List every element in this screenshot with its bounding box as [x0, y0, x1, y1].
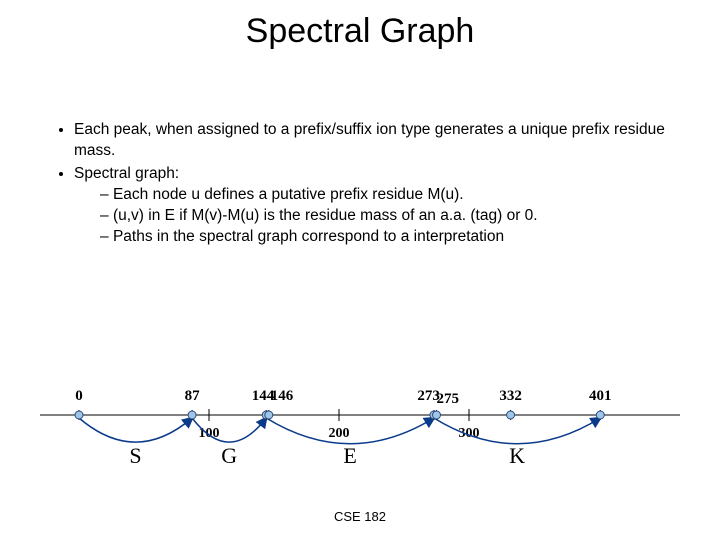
bullet-list: Each peak, when assigned to a prefix/suf… — [54, 120, 674, 250]
svg-text:E: E — [343, 443, 356, 468]
slide-title: Spectral Graph — [0, 12, 720, 51]
svg-text:401: 401 — [589, 388, 612, 404]
diagram-svg: 100200300SGEK087144146273275332401 — [40, 330, 680, 500]
bullet-2: Spectral graph: Each node u defines a pu… — [74, 164, 674, 248]
svg-text:146: 146 — [271, 388, 294, 404]
bullet-2c: Paths in the spectral graph correspond t… — [100, 227, 674, 248]
svg-text:200: 200 — [329, 426, 350, 441]
bullet-2b: (u,v) in E if M(v)-M(u) is the residue m… — [100, 206, 674, 227]
svg-text:S: S — [129, 443, 141, 468]
slide-footer: CSE 182 — [0, 509, 720, 524]
svg-text:275: 275 — [437, 391, 460, 407]
svg-text:0: 0 — [75, 388, 83, 404]
svg-text:G: G — [221, 443, 237, 468]
bullet-1: Each peak, when assigned to a prefix/suf… — [74, 120, 674, 162]
svg-text:K: K — [509, 443, 525, 468]
svg-text:332: 332 — [499, 388, 521, 404]
svg-text:87: 87 — [185, 388, 201, 404]
bullet-2a: Each node u defines a putative prefix re… — [100, 185, 674, 206]
bullet-2-text: Spectral graph: — [74, 165, 179, 182]
spectral-graph-diagram: 100200300SGEK087144146273275332401 — [40, 330, 680, 500]
svg-text:300: 300 — [459, 426, 480, 441]
